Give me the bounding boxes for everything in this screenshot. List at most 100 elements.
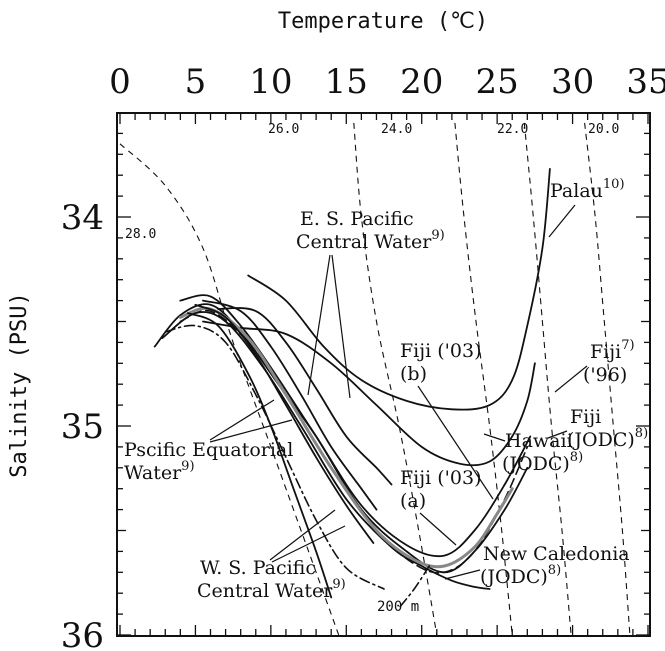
annotation-fiji-jodc: Fiji (JODC)8) — [547, 406, 648, 451]
annotation-fiji03b: Fiji ('03) (b) — [400, 340, 494, 500]
x-tick-label-15: 15 — [325, 62, 368, 102]
y-tick-label-35: 35 — [61, 407, 104, 447]
x-tick-label-20: 20 — [400, 62, 443, 102]
annotation-ws-line2: Central Water — [197, 580, 333, 602]
annotation-fijijodc-line2: (JODC) — [567, 429, 635, 451]
series-line-200-m — [398, 565, 431, 609]
leader-nc — [444, 569, 481, 580]
isopycnal-label-4: 20.0 — [588, 122, 619, 137]
x-tick-labels: 0 5 10 15 20 25 30 35 — [109, 62, 665, 102]
annotation-palau-ref: 10) — [603, 177, 625, 192]
leader-fiji03a — [419, 512, 457, 546]
leader-pew-1 — [209, 399, 275, 441]
y-tick-labels: 34 35 36 — [61, 198, 104, 651]
annotation-palau: Palau10) — [548, 177, 625, 238]
series-line-new-caledonia-jodc — [161, 311, 491, 590]
svg-text:(JODC)8): (JODC)8) — [502, 450, 583, 475]
series-line-fiji-jodc — [179, 294, 532, 558]
isopycnal-line-3 — [523, 122, 572, 636]
annotation-new-caledonia: New Caledonia (JODC)8) — [444, 543, 630, 588]
annotation-200m-text: 200 m — [377, 599, 419, 615]
annotation-hawaii-line2: (JODC) — [502, 453, 570, 475]
svg-text:Central Water9): Central Water9) — [296, 228, 445, 253]
leader-es-1 — [307, 254, 331, 396]
leader-fiji96 — [554, 365, 588, 393]
y-axis-title: Salinity (PSU) — [7, 292, 32, 477]
isopycnal-label-2: 24.0 — [381, 122, 412, 137]
plot-frame — [116, 112, 651, 637]
series-line-fiji-03-b — [178, 306, 514, 569]
annotation-fiji96-ref: 7) — [621, 338, 634, 353]
isopycnal-group: 28.0 26.0 24.0 22.0 20.0 — [119, 122, 631, 636]
annotation-hawaii-line1: Hawaii — [505, 430, 573, 452]
y-tick-label-34: 34 — [61, 198, 104, 238]
x-tick-label-5: 5 — [185, 62, 207, 102]
annotation-nc-ref: 8) — [548, 563, 561, 578]
annotation-ws-line1: W. S. Pacific — [200, 557, 316, 579]
annotation-es-line2: Central Water — [296, 231, 432, 253]
annotation-nc-line1: New Caledonia — [483, 543, 630, 565]
annotation-pew-line1: Pscific Equatorial — [124, 439, 293, 461]
isopycnal-line-1 — [353, 122, 438, 636]
x-tick-label-10: 10 — [249, 62, 292, 102]
x-tick-label-0: 0 — [109, 62, 131, 102]
annotation-pew-line2: Water — [124, 462, 182, 484]
annotation-fiji03a: Fiji ('03) (a) — [400, 467, 482, 546]
isopycnal-line-2 — [454, 122, 513, 636]
annotation-hawaii-ref: 8) — [570, 450, 583, 465]
annotation-fiji03a-line2: (a) — [400, 490, 426, 512]
svg-text:Central Water9): Central Water9) — [197, 577, 346, 602]
annotation-pew-ref: 9) — [181, 459, 194, 474]
leader-fiji03b — [417, 385, 494, 500]
series-line-e-s-pacific-central-water-2 — [202, 299, 378, 511]
annotation-fiji96: Fiji7) ('96) — [554, 338, 635, 393]
annotation-fiji96-line1: Fiji — [590, 341, 621, 363]
annotation-ws-ref: 9) — [332, 577, 345, 592]
svg-text:Water9): Water9) — [124, 459, 195, 484]
annotation-es-ref: 9) — [431, 228, 444, 243]
annotation-fijijodc-line1: Fiji — [570, 406, 601, 428]
leader-pew-2 — [209, 419, 293, 443]
annotation-fiji96-line2: ('96) — [583, 364, 627, 386]
series-line-fiji-96 — [202, 320, 536, 467]
series-line-palau — [247, 168, 551, 411]
annotation-fiji03b-line2: (b) — [400, 363, 427, 385]
annotation-pscific-equatorial: Pscific Equatorial Water9) — [124, 399, 293, 484]
series-line-e-s-pacific-central-water — [217, 307, 393, 486]
x-tick-label-25: 25 — [476, 62, 519, 102]
leader-fijijodc — [547, 430, 568, 439]
leader-ws-2 — [271, 525, 346, 563]
isopycnal-line-0 — [119, 143, 340, 636]
leader-ws-1 — [269, 509, 336, 561]
isopycnal-label-1: 26.0 — [268, 122, 299, 137]
svg-text:(JODC)8): (JODC)8) — [480, 563, 561, 588]
x-tick-label-35: 35 — [626, 62, 665, 102]
svg-text:Fiji7): Fiji7) — [590, 338, 635, 363]
series-line-hawaii-jodc — [153, 303, 529, 574]
annotation-nc-line2: (JODC) — [480, 566, 548, 588]
svg-text:Palau10): Palau10) — [550, 177, 625, 202]
series-line-pscific-equatorial-water — [194, 303, 375, 544]
svg-text:(JODC)8): (JODC)8) — [567, 426, 648, 451]
annotation-fijijodc-ref: 8) — [635, 426, 648, 441]
annotation-hawaii: Hawaii (JODC)8) — [483, 430, 583, 475]
annotation-200m: 200 m — [377, 599, 419, 615]
isopycnal-label-0: 28.0 — [125, 227, 156, 242]
annotation-palau-text: Palau — [550, 180, 603, 202]
leader-palau — [548, 204, 576, 238]
annotation-fiji03a-line1: Fiji ('03) — [400, 467, 482, 489]
isopycnal-label-3: 22.0 — [497, 122, 528, 137]
leader-es-2 — [331, 254, 351, 399]
series-line-w-s-pacific-central-water-2 — [164, 324, 385, 590]
annotation-ws-pacific: W. S. Pacific Central Water9) — [197, 509, 346, 602]
y-tick-label-36: 36 — [61, 616, 104, 651]
annotation-es-pacific: E. S. Pacific Central Water9) — [296, 208, 445, 399]
isopycnal-line-4 — [584, 122, 631, 636]
tick-group — [117, 113, 650, 636]
x-tick-label-30: 30 — [551, 62, 594, 102]
leader-hawaii — [483, 433, 506, 442]
annotation-es-line1: E. S. Pacific — [300, 208, 414, 230]
x-axis-title: Temperature (℃) — [278, 9, 488, 34]
annotation-fiji03b-line1: Fiji ('03) — [400, 340, 482, 362]
